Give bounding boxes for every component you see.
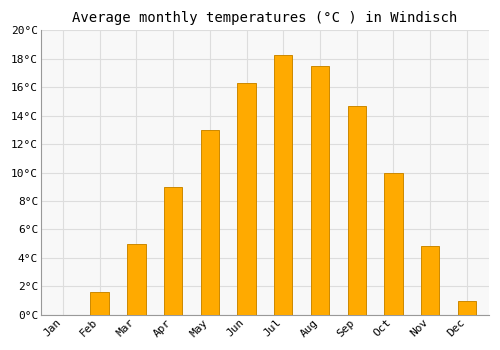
Bar — [274, 55, 292, 315]
Bar — [384, 173, 402, 315]
Bar — [311, 66, 329, 315]
Bar — [90, 292, 109, 315]
Bar — [238, 83, 256, 315]
Title: Average monthly temperatures (°C ) in Windisch: Average monthly temperatures (°C ) in Wi… — [72, 11, 458, 25]
Bar — [458, 301, 476, 315]
Bar — [127, 244, 146, 315]
Bar — [200, 130, 219, 315]
Bar — [164, 187, 182, 315]
Bar — [348, 106, 366, 315]
Bar — [421, 246, 440, 315]
